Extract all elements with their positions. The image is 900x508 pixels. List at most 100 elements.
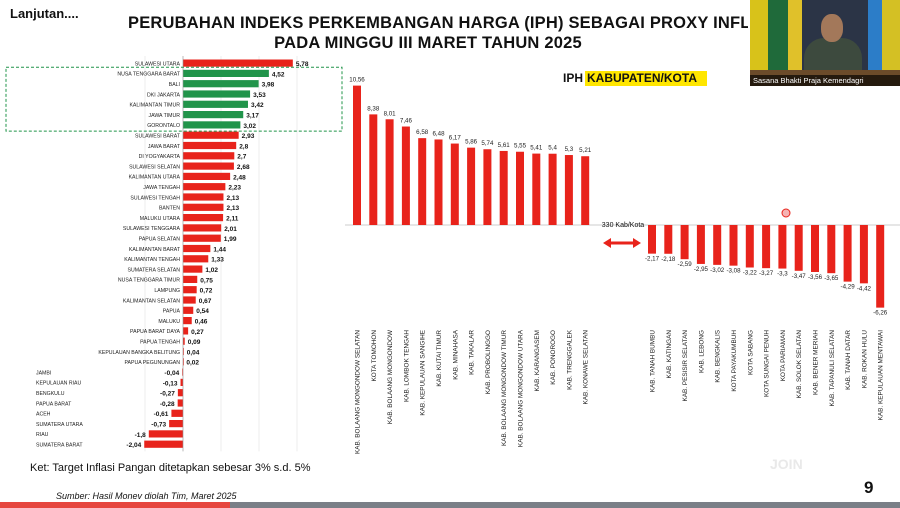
province-bar xyxy=(183,296,196,304)
regency-bar xyxy=(532,153,541,225)
province-bar xyxy=(183,306,194,314)
regency-value-label: -3,08 xyxy=(726,268,741,275)
province-label: KEPULAUAN RIAU xyxy=(36,381,82,387)
regency-value-label: 5,4 xyxy=(548,145,557,152)
regency-chart-title-highlight: KABUPATEN/KOTA xyxy=(587,71,697,85)
province-value-label: 3,42 xyxy=(251,102,264,109)
province-value-label: 1,02 xyxy=(205,267,218,274)
province-label: PAPUA BARAT DAYA xyxy=(130,329,181,335)
regency-bar xyxy=(483,149,492,225)
regency-label: KAB. TRENGGALEK xyxy=(566,329,573,390)
province-bar xyxy=(183,121,241,129)
regency-label: KAB. KONAWE SELATAN xyxy=(583,330,590,405)
regency-label: KAB. KATINGAN xyxy=(666,330,673,379)
province-value-label: -1,8 xyxy=(135,432,147,439)
regency-value-label: -3,02 xyxy=(710,267,725,274)
regency-bar xyxy=(369,114,378,225)
province-bar xyxy=(183,203,224,211)
watermark: JOIN xyxy=(770,456,803,472)
regency-value-label: 5,86 xyxy=(465,139,478,146)
province-bar xyxy=(177,399,183,407)
regency-bar xyxy=(564,155,573,225)
province-value-label: 2,93 xyxy=(242,133,255,140)
province-value-label: 0,75 xyxy=(200,277,213,284)
slide-title-line-2: PADA MINGGU III MARET TAHUN 2025 xyxy=(274,34,582,52)
regency-label: KAB. TAKALAR xyxy=(469,330,476,375)
regency-bar xyxy=(762,225,771,269)
province-bar xyxy=(183,214,224,222)
province-iph-chart: SULAWESI UTARA 5,78 NUSA TENGGARA BARAT 4,5… xyxy=(5,56,343,452)
regency-bar xyxy=(827,225,836,274)
province-label: RIAU xyxy=(36,432,49,438)
regency-bar xyxy=(843,225,852,282)
province-label: JAWA TIMUR xyxy=(148,113,180,119)
regency-label: KOTA TOMOHON xyxy=(371,330,378,382)
province-bar xyxy=(144,440,183,448)
province-label: KALIMANTAN TENGAH xyxy=(124,257,180,263)
province-bar xyxy=(183,255,209,263)
regency-bar xyxy=(401,126,410,225)
regency-bar xyxy=(450,143,459,225)
cursor-marker xyxy=(781,208,791,218)
regency-value-label: -3,27 xyxy=(759,270,774,277)
regency-value-label: -3,65 xyxy=(824,275,839,282)
province-value-label: 0,67 xyxy=(199,298,212,305)
province-label: PAPUA SELATAN xyxy=(139,237,180,243)
regency-value-label: 8,38 xyxy=(367,105,380,112)
regency-value-label: -2,17 xyxy=(645,256,660,263)
regency-bar xyxy=(745,225,754,268)
regency-bar xyxy=(499,150,508,225)
regency-label: KAB. PESISIR SELATAN xyxy=(682,330,689,402)
regency-value-label: 5,41 xyxy=(530,145,543,152)
province-label: KALIMANTAN TIMUR xyxy=(129,103,180,109)
bottom-bar xyxy=(0,502,900,508)
province-label: JAMBI xyxy=(36,370,51,376)
province-bar xyxy=(183,244,211,253)
regency-iph-chart: IPH KABUPATEN/KOTA 10,56 KAB. BOLAANG MONG… xyxy=(345,71,900,454)
regency-value-label: 6,48 xyxy=(432,130,445,137)
province-bar xyxy=(183,347,184,356)
province-bar xyxy=(183,193,224,201)
regency-bar xyxy=(729,225,738,266)
province-bar xyxy=(183,234,221,242)
province-bar xyxy=(183,90,251,98)
province-label: ACEH xyxy=(36,412,51,418)
regency-value-label: 5,21 xyxy=(579,147,592,154)
province-label: DI YOGYAKARTA xyxy=(139,154,181,160)
province-label: MALUKU UTARA xyxy=(140,216,181,222)
speaker-head xyxy=(821,14,843,42)
province-label: SULAWESI TENGAH xyxy=(130,195,180,201)
province-label: PAPUA xyxy=(163,309,181,315)
source-note: Sumber: Hasil Monev diolah Tim, Maret 20… xyxy=(56,491,237,501)
regency-bar xyxy=(434,139,443,225)
regency-label: KAB. KEPULAUAN SANGIHE xyxy=(420,330,427,416)
flag-image xyxy=(788,0,802,86)
regency-bar xyxy=(859,225,868,284)
regency-bar xyxy=(418,138,427,225)
regency-label: KOTA SUNGAI PENUH xyxy=(764,330,771,397)
province-bar xyxy=(148,430,183,438)
regency-label: KAB. KARANGASEM xyxy=(534,330,541,391)
video-inset: Sasana Bhakti Praja Kemendagri xyxy=(750,0,900,86)
province-bar xyxy=(177,389,183,397)
province-bar xyxy=(183,327,189,335)
province-bar xyxy=(183,286,197,294)
province-value-label: 2,01 xyxy=(224,226,237,233)
province-label: BANTEN xyxy=(159,206,180,212)
regency-label: KAB. LEBONG xyxy=(698,330,705,373)
gap-arrow-left-head xyxy=(603,238,611,248)
province-label: SULAWESI TENGGARA xyxy=(123,226,181,232)
regency-bar xyxy=(680,225,689,260)
regency-label: KAB. TAPANULI SELATAN xyxy=(829,330,836,407)
province-label: NUSA TENGGARA TIMUR xyxy=(118,278,180,284)
regency-bar xyxy=(385,119,394,225)
province-label: MALUKU xyxy=(158,319,180,325)
regency-value-label: -2,18 xyxy=(661,256,676,263)
province-value-label: 2,48 xyxy=(233,174,246,181)
flag-image xyxy=(750,0,768,86)
province-label: SUMATERA UTARA xyxy=(36,422,83,428)
province-label: PAPUA TENGAH xyxy=(140,340,180,346)
province-value-label: 2,23 xyxy=(228,185,241,192)
target-note: Ket: Target Inflasi Pangan ditetapkan se… xyxy=(30,462,311,474)
regency-bar xyxy=(876,225,885,308)
